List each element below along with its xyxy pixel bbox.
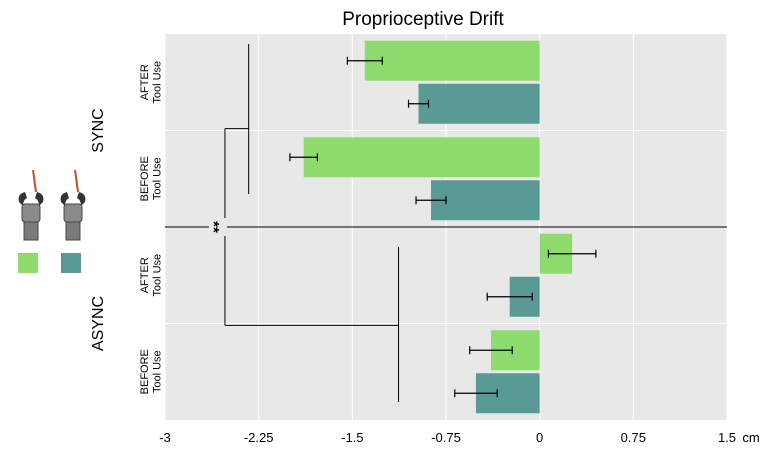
x-tick-label: -3 [159, 430, 171, 445]
significance-label: ** [205, 221, 222, 233]
condition-label-line2: Tool Use [151, 254, 163, 297]
wrist-icon [23, 221, 39, 241]
tool-claw-icon [77, 192, 86, 206]
bar [364, 40, 540, 81]
tool-stick-icon [74, 169, 79, 193]
condition-label: BEFORETool Use [139, 349, 164, 394]
x-unit-label: cm [742, 430, 759, 445]
x-tick-label: -0.75 [431, 430, 461, 445]
hand-tool-icon [18, 169, 44, 241]
bar [418, 83, 540, 124]
legend-swatch [18, 253, 38, 273]
bar [431, 180, 540, 221]
tool-claw-icon [60, 192, 69, 206]
group-label: ASYNC [90, 296, 107, 351]
x-tick-label: 0.75 [621, 430, 646, 445]
x-tick-label: 1.5 [718, 430, 736, 445]
condition-label-line2: Tool Use [151, 350, 163, 393]
condition-label-line1: BEFORE [139, 349, 151, 394]
condition-label-line1: AFTER [139, 257, 151, 293]
condition-label-line1: AFTER [139, 64, 151, 100]
significance-label-bg [210, 218, 227, 236]
x-tick-label: -2.25 [244, 430, 274, 445]
condition-label: AFTERTool Use [139, 254, 164, 297]
condition-label-line1: BEFORE [139, 156, 151, 201]
hand-icon [21, 203, 41, 223]
condition-label-line2: Tool Use [151, 157, 163, 200]
significance-brackets: ** [165, 44, 727, 402]
x-tick-label: 0 [536, 430, 543, 445]
bar [303, 137, 540, 178]
axes: -3 -2.25 -1.5 -0.75 0 0.75 1.5 cm [159, 430, 759, 445]
tool-claw-icon [18, 192, 27, 206]
condition-separators [165, 130, 727, 324]
legend [18, 169, 86, 273]
hand-tool-icon [60, 169, 86, 241]
condition-label-line2: Tool Use [151, 61, 163, 104]
wrist-icon [65, 221, 81, 241]
condition-label: BEFORETool Use [139, 156, 164, 201]
condition-label: AFTERTool Use [139, 61, 164, 104]
x-tick-label: -1.5 [341, 430, 363, 445]
group-label: SYNC [90, 108, 107, 152]
error-bars [289, 56, 597, 398]
tool-claw-icon [35, 192, 44, 206]
chart-title: Proprioceptive Drift [342, 9, 504, 30]
legend-swatch [61, 253, 81, 273]
bars [303, 40, 573, 414]
tool-stick-icon [32, 169, 37, 193]
hand-icon [63, 203, 83, 223]
